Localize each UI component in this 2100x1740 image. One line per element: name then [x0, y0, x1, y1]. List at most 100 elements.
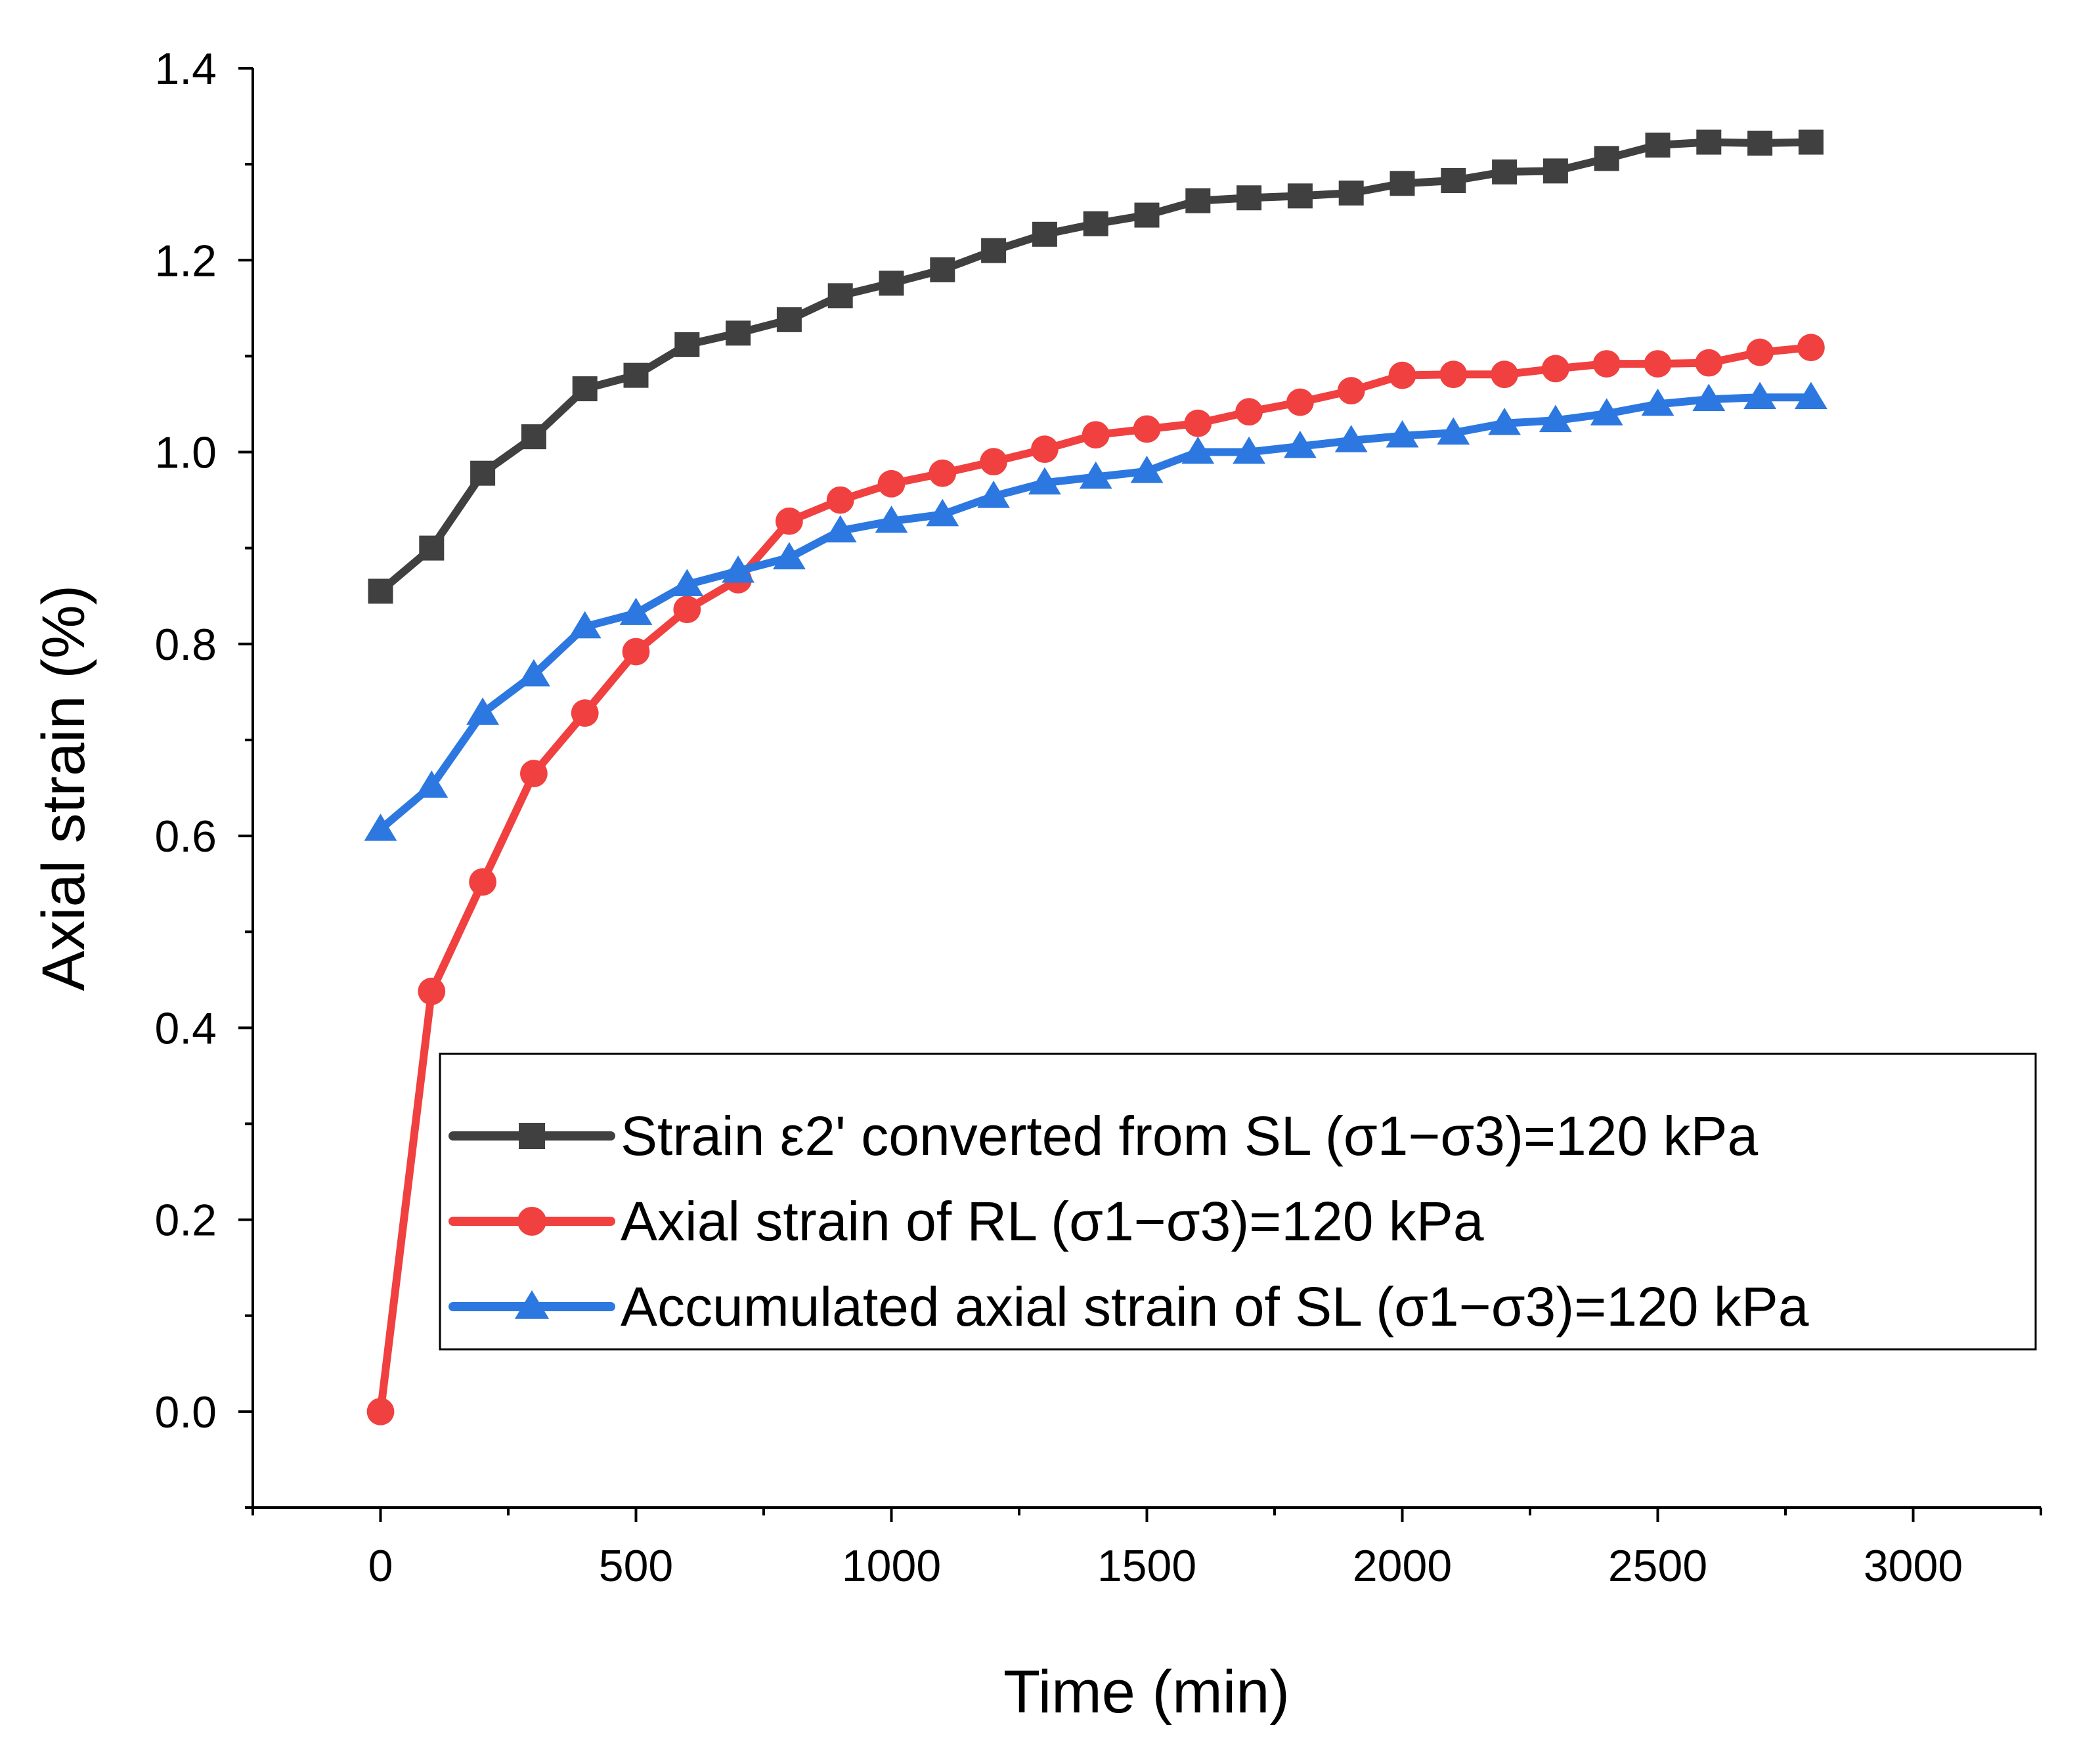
- data-point: [1592, 350, 1621, 378]
- data-point: [875, 505, 908, 533]
- data-point: [622, 638, 650, 666]
- data-point: [1388, 361, 1416, 389]
- x-tick-label: 3000: [1864, 1541, 1963, 1591]
- data-point: [1334, 425, 1368, 452]
- data-point: [364, 814, 397, 841]
- data-point: [674, 332, 700, 357]
- x-ticks: 0 500 1000 1500 2000 2500 3000: [252, 1508, 2042, 1591]
- legend-label: Strain ε2' converted from SL (σ1−σ3)=120…: [621, 1105, 1759, 1167]
- legend-box: [439, 1053, 2037, 1351]
- data-point: [1797, 334, 1825, 362]
- legend-swatch-marker: [514, 1290, 550, 1319]
- y-tick-label: 1.4: [154, 44, 217, 94]
- data-point: [1133, 415, 1161, 443]
- data-point: [1641, 388, 1674, 416]
- data-point: [1746, 338, 1774, 366]
- data-point: [1287, 183, 1313, 209]
- data-point: [1233, 436, 1266, 464]
- data-point: [1031, 435, 1059, 464]
- data-point: [1028, 467, 1061, 495]
- y-tick-label: 0.0: [154, 1387, 217, 1437]
- series-2: [366, 334, 1825, 1425]
- data-point: [1283, 431, 1317, 458]
- x-tick-label: 0: [368, 1541, 393, 1591]
- data-point: [726, 320, 751, 346]
- data-point: [926, 498, 959, 527]
- data-point: [1437, 417, 1470, 445]
- y-ticks: 0.0 0.2 0.4 0.6 0.8 1.0 1.2 1.4: [154, 44, 253, 1509]
- legend-entry-2: Axial strain of RL (σ1−σ3)=120 kPa: [448, 1190, 1484, 1252]
- legend-swatch-marker: [517, 1207, 546, 1236]
- data-point: [568, 611, 602, 639]
- data-point: [1389, 171, 1415, 196]
- x-tick-label: 1500: [1097, 1541, 1196, 1591]
- data-point: [1130, 456, 1164, 483]
- data-point: [1645, 132, 1671, 158]
- data-point: [517, 659, 550, 687]
- data-point: [1594, 146, 1619, 171]
- data-point: [1439, 360, 1468, 389]
- data-point: [823, 515, 857, 543]
- data-point: [521, 424, 546, 450]
- data-point: [1539, 404, 1572, 433]
- y-tick-label: 1.0: [154, 428, 217, 478]
- data-point: [418, 977, 446, 1005]
- data-point: [1491, 360, 1519, 389]
- data-point: [1286, 388, 1314, 416]
- x-tick-label: 2500: [1608, 1541, 1707, 1591]
- data-point: [1181, 436, 1215, 464]
- data-point: [1743, 381, 1777, 410]
- data-point: [980, 448, 1007, 476]
- data-point: [673, 596, 701, 624]
- data-point: [1082, 421, 1110, 449]
- data-point: [368, 578, 393, 604]
- x-axis-title: Time (min): [1003, 1659, 1290, 1726]
- data-point: [877, 469, 906, 498]
- y-tick-label: 0.4: [154, 1003, 217, 1053]
- data-point: [1185, 188, 1211, 213]
- data-point: [776, 307, 802, 332]
- series-layer: [364, 129, 1827, 1425]
- data-point: [929, 459, 957, 487]
- data-point: [776, 507, 803, 535]
- data-point: [1492, 159, 1518, 185]
- data-point: [520, 760, 548, 787]
- data-point: [1747, 130, 1773, 156]
- y-tick-label: 0.2: [154, 1196, 217, 1246]
- data-point: [572, 376, 598, 402]
- data-point: [1488, 407, 1521, 435]
- data-point: [619, 598, 653, 625]
- data-point: [722, 555, 755, 583]
- legend-entry-3: Accumulated axial strain of SL (σ1−σ3)=1…: [448, 1276, 1809, 1338]
- data-point: [1386, 420, 1419, 448]
- data-point: [470, 460, 496, 486]
- data-point: [879, 271, 904, 296]
- y-tick-label: 0.8: [154, 620, 217, 670]
- data-point: [419, 535, 445, 561]
- y-tick-label: 1.2: [154, 236, 217, 286]
- legend-entry-1: Strain ε2' converted from SL (σ1−σ3)=120…: [448, 1105, 1759, 1167]
- data-point: [1134, 202, 1160, 228]
- data-point: [623, 362, 649, 388]
- data-point: [1692, 383, 1726, 411]
- legend: Strain ε2' converted from SL (σ1−σ3)=120…: [439, 1053, 2037, 1351]
- data-point: [1542, 158, 1568, 184]
- data-point: [1032, 221, 1057, 247]
- data-point: [571, 699, 599, 727]
- data-point: [827, 283, 853, 309]
- series-3: [364, 381, 1827, 841]
- data-point: [1236, 185, 1262, 211]
- data-point: [1337, 377, 1365, 404]
- data-point: [1079, 461, 1112, 489]
- data-point: [981, 238, 1007, 263]
- x-tick-label: 2000: [1353, 1541, 1452, 1591]
- data-point: [977, 481, 1011, 508]
- data-point: [1794, 381, 1827, 410]
- series-1: [368, 129, 1824, 604]
- data-point: [1542, 355, 1569, 383]
- data-point: [1235, 398, 1263, 426]
- data-point: [1441, 167, 1466, 193]
- data-point: [1696, 129, 1722, 155]
- y-tick-label: 0.6: [154, 812, 217, 861]
- y-axis-title: Axial strain (%): [30, 585, 97, 991]
